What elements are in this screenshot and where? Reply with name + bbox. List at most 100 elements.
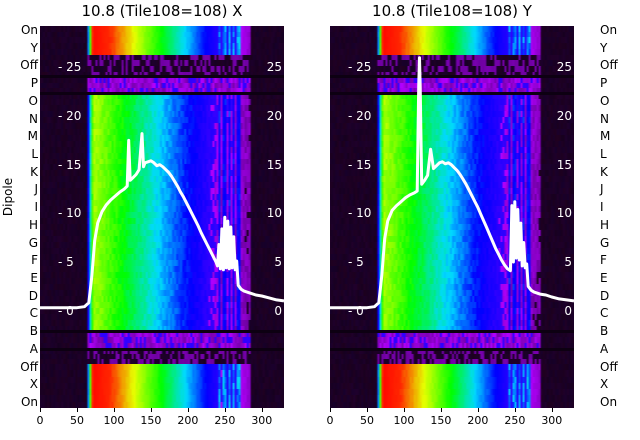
waterfall-row: [40, 364, 284, 373]
waterfall-row: [40, 98, 284, 106]
inner-y-tick-label: 25: [266, 60, 282, 75]
waterfall-row: [40, 389, 284, 398]
waterfall-row: [40, 140, 284, 148]
waterfall-row: [40, 301, 284, 309]
inner-y-tick-label: - 20: [348, 109, 372, 124]
waterfall-row: [40, 116, 284, 124]
waterfall-row: [330, 325, 574, 333]
waterfall-row: [40, 146, 284, 154]
spectrum-trace: [40, 132, 284, 310]
waterfall-row: [330, 218, 574, 226]
waterfall-row: [40, 236, 284, 244]
waterfall-row: [330, 206, 574, 214]
inner-y-tick-label: 5: [274, 254, 282, 269]
dipole-label: On: [600, 23, 618, 37]
x-axis-tick-label: 50: [69, 414, 84, 427]
trace-polyline: [40, 132, 284, 310]
dipole-label: F: [600, 253, 607, 268]
waterfall-panel-y[interactable]: - 25- 20- 15- 10- 5- 0 25 20 15 10 5 0: [330, 26, 574, 408]
waterfall-row: [40, 206, 284, 214]
waterfall-row: [40, 37, 284, 45]
dipole-label: On: [20, 23, 38, 37]
waterfall-row: [40, 331, 284, 339]
waterfall-row: [40, 248, 284, 256]
waterfall-row: [330, 182, 574, 190]
waterfall-row: [330, 164, 574, 172]
waterfall-row: [330, 236, 574, 244]
waterfall-row: [40, 289, 284, 297]
waterfall-row: [40, 343, 284, 351]
dipole-label: On: [20, 395, 38, 409]
dipole-label: F: [31, 253, 38, 268]
waterfall-row: [40, 60, 284, 68]
dipole-label: On: [600, 395, 618, 409]
waterfall-row: [330, 82, 574, 90]
dipole-label: L: [31, 147, 38, 161]
inner-y-tick-label: - 5: [348, 254, 364, 269]
waterfall-row: [40, 92, 284, 100]
waterfall-row: [330, 348, 574, 356]
waterfall-row: [330, 389, 574, 398]
waterfall-row: [40, 271, 284, 279]
waterfall-row: [330, 289, 574, 297]
dipole-label: G: [28, 235, 38, 250]
waterfall-row: [330, 92, 574, 100]
waterfall-row: [330, 43, 574, 51]
waterfall-panel-x[interactable]: - 25- 20- 15- 10- 5- 0 25 20 15 10 5 0: [40, 26, 284, 408]
inner-y-tick-label: 20: [266, 109, 282, 124]
spectrum-trace: [330, 56, 574, 310]
waterfall-row: [40, 82, 284, 90]
waterfall-row: [40, 259, 284, 267]
waterfall-row: [330, 307, 574, 315]
waterfall-separator: [40, 74, 284, 78]
waterfall-row: [40, 48, 284, 56]
x-axis-tick-label: 0: [36, 414, 44, 427]
waterfall-row: [330, 146, 574, 154]
waterfall-row: [40, 265, 284, 273]
dipole-label: Off: [600, 359, 618, 374]
waterfall-row: [330, 152, 574, 160]
waterfall-row: [330, 395, 574, 404]
waterfall-row: [40, 370, 284, 379]
waterfall-row: [40, 182, 284, 190]
waterfall-row: [40, 277, 284, 285]
waterfall-row: [330, 242, 574, 250]
dipole-label: A: [600, 341, 609, 356]
waterfall-row: [330, 283, 574, 291]
dipole-label: Off: [600, 58, 618, 73]
dipole-label: J: [34, 182, 38, 197]
dipole-label: M: [600, 129, 611, 144]
dipole-label: X: [29, 377, 38, 392]
inner-y-tick-label: 0: [564, 303, 572, 318]
inner-y-tick-label: - 25: [348, 60, 372, 75]
waterfall-row: [40, 104, 284, 112]
waterfall-row: [330, 158, 574, 166]
waterfall-row: [330, 353, 574, 361]
waterfall-separator: [40, 330, 284, 334]
inner-y-tick-label: 15: [556, 157, 572, 172]
waterfall-separator: [330, 330, 574, 334]
waterfall-row: [40, 54, 284, 62]
waterfall-row: [330, 77, 574, 85]
waterfall-row: [330, 319, 574, 327]
dipole-label: M: [27, 129, 38, 144]
waterfall-row: [40, 26, 284, 33]
x-axis-tick: [477, 408, 479, 412]
inner-y-tick-label: - 10: [58, 206, 82, 221]
dipole-label: Off: [20, 58, 38, 73]
waterfall-row: [330, 265, 574, 273]
x-axis-tick: [514, 408, 516, 412]
x-axis-tick: [224, 408, 226, 412]
x-axis-tick-label: 50: [359, 414, 374, 427]
dipole-label: L: [600, 147, 607, 161]
waterfall-row: [40, 358, 284, 366]
panel-title-right: 10.8 (Tile108=108) Y: [372, 2, 532, 20]
waterfall-row: [40, 122, 284, 130]
waterfall-separator: [330, 347, 574, 351]
waterfall-row: [330, 343, 574, 351]
waterfall-row: [330, 116, 574, 124]
waterfall-row: [40, 337, 284, 345]
waterfall-row: [330, 200, 574, 208]
dipole-label: B: [29, 324, 38, 339]
